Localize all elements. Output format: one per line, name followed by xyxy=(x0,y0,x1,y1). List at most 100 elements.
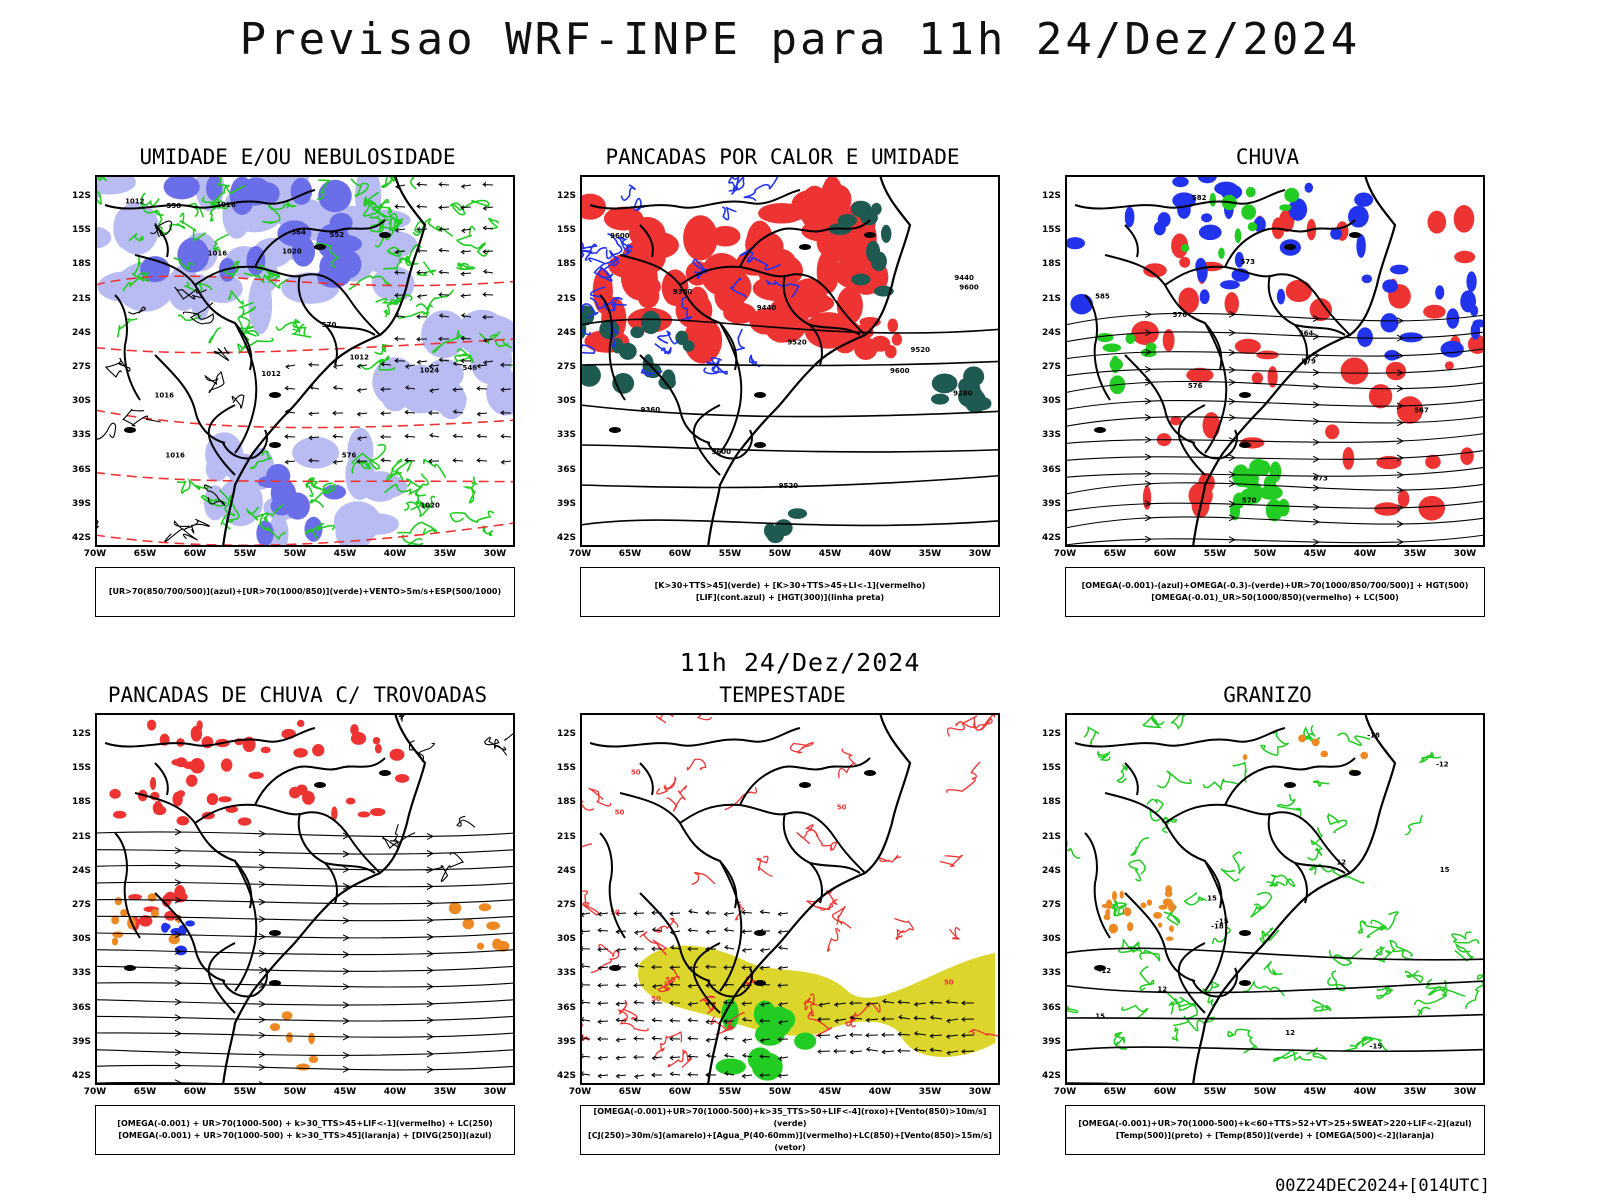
contour-label: 9600 xyxy=(610,232,630,240)
wind-vector xyxy=(834,1034,847,1040)
map-svg: 9600 9520 9600 9520 9520 9440 9440 9360 9360 9280… xyxy=(580,175,1000,547)
rain-blue-area xyxy=(1214,181,1239,196)
precipitable-water-contour xyxy=(946,761,981,794)
streamline xyxy=(484,736,508,756)
wind-vector xyxy=(913,1015,927,1021)
contour-label: 576 xyxy=(1188,382,1203,390)
latitude-label: 36S xyxy=(71,464,91,475)
humidity-upper-dense xyxy=(229,176,255,216)
thickness-isoline xyxy=(95,409,515,429)
state-border xyxy=(194,265,351,301)
longitude-label: 65W xyxy=(618,1087,642,1097)
latitude-label: 21S xyxy=(556,831,576,842)
wind-vector xyxy=(669,982,681,987)
humidity-upper-light xyxy=(403,364,438,410)
longitude-label: 35W xyxy=(433,549,457,559)
humidity-lower-contour xyxy=(359,355,396,371)
wind-vector xyxy=(634,1074,645,1080)
wind-vector xyxy=(332,410,344,416)
streamline-arrow xyxy=(426,883,435,890)
wind-vector xyxy=(438,205,450,211)
latitude-label: 15S xyxy=(1041,225,1061,236)
rain-blue-area xyxy=(1197,175,1217,184)
precipitable-water-contour xyxy=(654,1031,683,1060)
legend-line: [OMEGA(-0.001)+UR>70(1000-500)+k<60+TTS>… xyxy=(1078,1119,1472,1128)
rain-blue-area xyxy=(1460,290,1477,313)
wind-vector xyxy=(416,314,428,320)
contour-label: 9360 xyxy=(641,406,661,414)
latitude-label: 39S xyxy=(1041,1036,1061,1047)
streamline-arrow xyxy=(1312,538,1321,546)
wind-vector xyxy=(687,1072,699,1077)
latitude-label: 30S xyxy=(1041,934,1061,945)
streamline xyxy=(95,1049,515,1056)
storm-red-area xyxy=(289,786,301,799)
rain-blue-area xyxy=(1198,224,1222,241)
state-border xyxy=(297,274,338,366)
wind-vector xyxy=(308,458,320,463)
lif-contour xyxy=(616,236,634,258)
map-area: 9600 9520 9600 9520 9520 9440 9440 9360 9360 9280… xyxy=(557,175,1000,559)
contour-label: 1016 xyxy=(208,249,228,257)
humidity-lower-contour xyxy=(117,317,138,338)
temp850-contour xyxy=(1250,891,1273,918)
humidity-lower-contour xyxy=(482,525,494,537)
rain-red-area xyxy=(1179,256,1191,268)
streamline xyxy=(1065,500,1485,512)
legend-line: [K>30+TTS>45](verde) + [K>30+TTS>45+LI<-… xyxy=(654,581,926,590)
wind-vector xyxy=(687,946,699,952)
streamline-arrow xyxy=(342,983,351,991)
streamline xyxy=(408,740,435,763)
rain-green-area xyxy=(1242,467,1259,490)
state-border xyxy=(1204,322,1228,454)
contour-label: 9600 xyxy=(959,284,979,292)
temp850-contour xyxy=(1202,778,1239,790)
convection-red-area xyxy=(821,175,844,221)
wind-vector xyxy=(404,409,416,415)
wind-vector xyxy=(452,433,464,439)
wind-vector xyxy=(380,386,392,392)
wind-vector xyxy=(460,313,472,318)
humidity-lower-contour xyxy=(215,175,246,195)
longitude-label: 40W xyxy=(868,1087,892,1097)
latitude-label: 24S xyxy=(71,327,91,338)
precipitable-water-contour xyxy=(715,1011,745,1035)
wind-vector xyxy=(438,247,450,253)
streamline-arrow xyxy=(426,1016,435,1024)
state-border xyxy=(1164,265,1321,301)
wind-vector xyxy=(669,1055,681,1061)
convection-green-area xyxy=(580,363,601,387)
state-border xyxy=(349,299,381,336)
lif-contour xyxy=(593,262,614,282)
storm-red-area xyxy=(190,725,203,742)
streamline xyxy=(504,731,515,741)
storm-orange-area xyxy=(111,937,119,946)
state-border xyxy=(114,832,141,939)
streamline-arrow xyxy=(174,998,183,1006)
rain-blue-area xyxy=(1172,176,1189,188)
precipitable-water-contour xyxy=(691,872,716,886)
wind-vector xyxy=(723,1052,735,1058)
coastline xyxy=(580,175,912,547)
streamline-arrow xyxy=(426,832,435,840)
latitude-label: 39S xyxy=(71,498,91,509)
longitude-label: 50W xyxy=(1253,549,1277,559)
temp850-contour xyxy=(1202,981,1220,1006)
contour-label: 9520 xyxy=(911,346,931,354)
lake xyxy=(609,965,621,971)
rain-blue-area xyxy=(1288,198,1308,221)
humidity-lower-contour xyxy=(410,491,432,511)
streamline-arrow xyxy=(1144,365,1153,373)
latitude-label: 42S xyxy=(1041,1071,1061,1081)
lake xyxy=(1239,930,1251,936)
longitude-label: 70W xyxy=(83,1087,107,1097)
rain-blue-area xyxy=(1220,280,1240,290)
streamline-arrow xyxy=(1396,486,1405,494)
humidity-upper-light xyxy=(436,382,467,420)
wind-vector xyxy=(881,1032,895,1038)
lake xyxy=(799,782,811,788)
storm-orange-area xyxy=(476,942,485,950)
state-border xyxy=(809,324,861,336)
contour-label: 1016 xyxy=(155,392,175,400)
state-border xyxy=(1267,812,1308,904)
